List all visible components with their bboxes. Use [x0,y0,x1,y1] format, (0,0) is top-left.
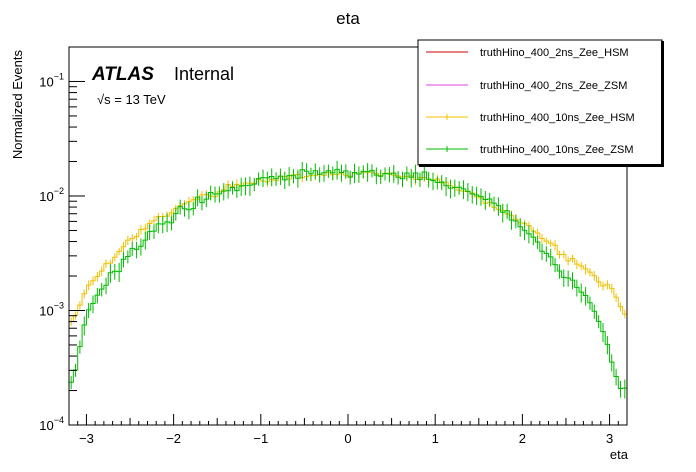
atlas-label: ATLAS [91,64,154,85]
y-tick-label: 10−3 [39,300,64,318]
legend-entry-label: truthHino_400_2ns_Zee_ZSM [480,80,627,92]
legend-shadow [661,41,664,166]
x-tick-label: −2 [166,431,181,446]
chart-title: eta [336,9,360,28]
x-tick-label: 2 [519,431,526,446]
y-axis: 10−4 10−3 10−2 10−1 [39,46,85,433]
x-axis: −3 −2 −1 0 1 2 3 [68,414,628,446]
legend-shadow [419,164,664,167]
legend-entry-label: truthHino_400_2ns_Zee_HSM [480,47,629,59]
series-line [69,168,627,390]
energy-label: √s = 13 TeV [97,92,166,107]
legend: truthHino_400_2ns_Zee_HSM truthHino_400_… [417,39,664,167]
x-tick-label: −3 [79,431,94,446]
x-tick-label: 3 [606,431,613,446]
legend-entry-label: truthHino_400_10ns_Zee_HSM [480,112,635,124]
series-histogram [69,160,627,399]
x-tick-label: 1 [432,431,439,446]
y-tick-label: 10−1 [39,71,64,89]
y-tick-label: 10−4 [39,415,64,433]
internal-label: Internal [174,64,234,84]
legend-entry-label: truthHino_400_10ns_Zee_ZSM [480,144,633,156]
series-layer [69,160,627,399]
legend-box [417,39,663,166]
y-axis-label: Normalized Events [10,50,25,160]
y-tick-label: 10−2 [39,186,64,204]
x-tick-label: 0 [344,431,351,446]
x-tick-label: −1 [253,431,268,446]
x-axis-label: eta [610,447,629,462]
